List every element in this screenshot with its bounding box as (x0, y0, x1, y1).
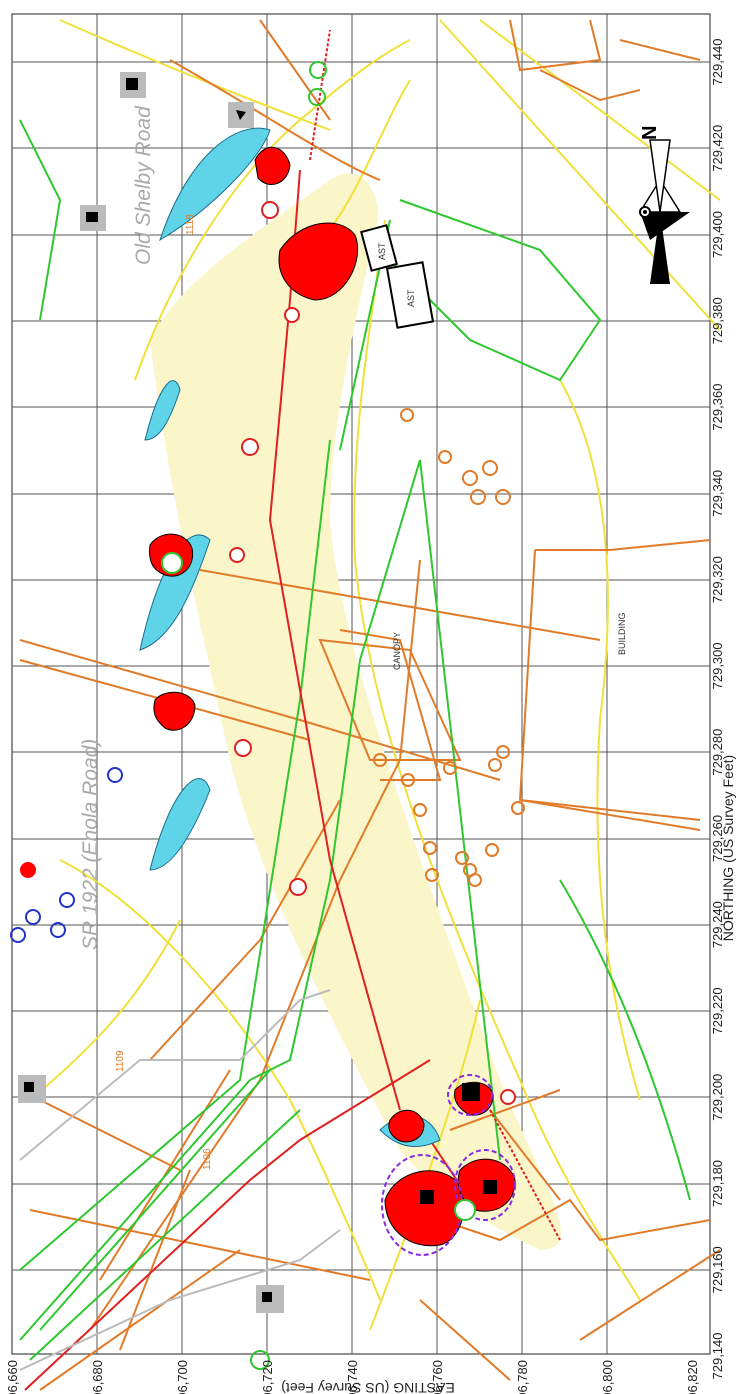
y-tick-label: 1,206,820 (685, 1360, 700, 1394)
label-old-shelby: Old Shelby Road (132, 105, 155, 265)
x-tick-label: 729,380 (710, 297, 725, 344)
y-tick-label: 1,206,760 (430, 1360, 445, 1394)
gray-line-2 (19, 1229, 341, 1371)
black-markers (420, 1083, 497, 1204)
x-axis-ticks: 729,140 729,160 729,180 729,200 729,220 729,2… (710, 39, 725, 1380)
y-tick-label: 1,206,720 (260, 1360, 275, 1394)
y-tick-label: 1,206,680 (90, 1360, 105, 1394)
orange-wells (373, 408, 525, 887)
green-wells (161, 552, 476, 1221)
x-tick-label: 729,200 (710, 1074, 725, 1121)
label-parcel-1109: 1109 (115, 1050, 126, 1072)
x-tick-label: 729,140 (710, 1333, 725, 1380)
y-tick-label: 1,206,660 (5, 1360, 20, 1394)
y-tick-label: 1,206,800 (600, 1360, 615, 1394)
x-tick-label: 729,260 (710, 815, 725, 862)
x-tick-label: 729,420 (710, 125, 725, 172)
red-monitoring-points (229, 201, 516, 1105)
x-tick-label: 729,300 (710, 642, 725, 689)
y-tick-label: 1,206,780 (515, 1360, 530, 1394)
label-ast-1: AST (377, 242, 387, 260)
y-axis-ticks: 1,206,660 1,206,680 1,206,700 1,206,720 1,20… (5, 1360, 700, 1394)
x-axis-title: NORTHING (US Survey Feet) (720, 755, 736, 941)
north-arrow: N (638, 126, 690, 284)
label-parcel-1106: 1106 (202, 1148, 213, 1170)
label-building: BUILDING (617, 612, 627, 655)
label-parcel-1118: 1118 (185, 214, 196, 235)
blue-wells (10, 767, 123, 943)
y-tick-label: 1,206,740 (345, 1360, 360, 1394)
x-tick-label: 729,400 (710, 211, 725, 258)
x-tick-label: 729,220 (710, 987, 725, 1034)
label-ast-2: AST (406, 289, 416, 307)
x-tick-label: 729,160 (710, 1246, 725, 1293)
y-axis-title: EASTING (US Survey Feet) (281, 1380, 454, 1394)
north-label: N (639, 126, 661, 140)
grid (12, 14, 710, 1354)
label-enola-road: SR 1922 (Enola Road) (79, 739, 102, 950)
red-well-dot (20, 862, 36, 878)
green-flower-symbols (250, 61, 327, 1370)
utility-poles (18, 72, 284, 1313)
x-tick-label: 729,180 (710, 1160, 725, 1207)
gray-line (19, 989, 331, 1161)
ast-tanks (360, 224, 435, 329)
x-tick-label: 729,240 (710, 901, 725, 948)
x-tick-label: 729,340 (710, 470, 725, 517)
x-tick-label: 729,280 (710, 729, 725, 776)
x-tick-label: 729,320 (710, 556, 725, 603)
x-tick-label: 729,440 (710, 39, 725, 86)
y-tick-label: 1,206,700 (175, 1360, 190, 1394)
label-canopy: CANOPY (392, 632, 402, 670)
x-tick-label: 729,360 (710, 384, 725, 431)
